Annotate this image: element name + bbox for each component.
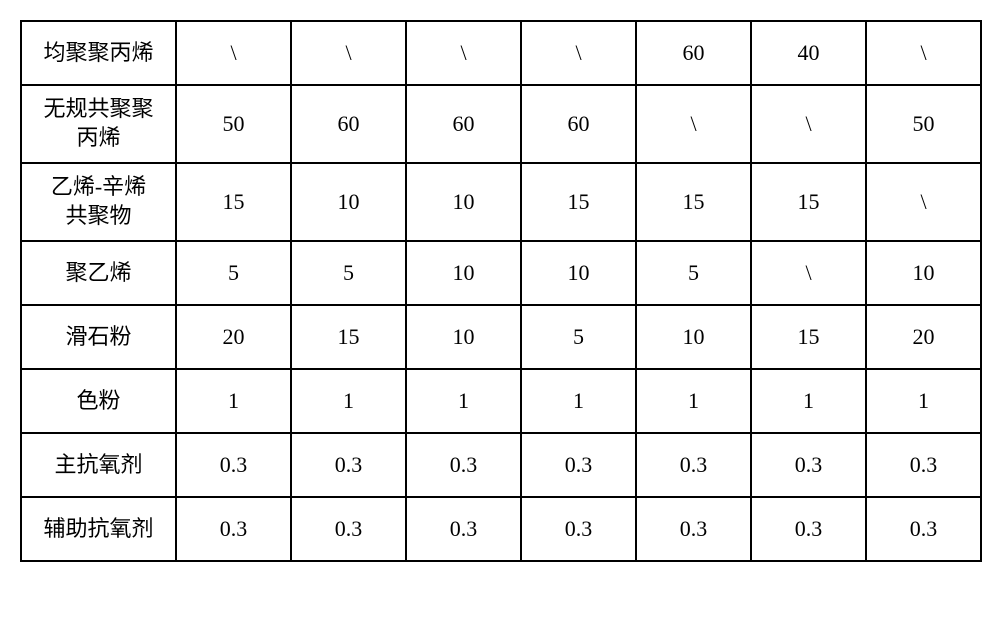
table-cell: 10	[291, 163, 406, 241]
table-cell: 0.3	[406, 433, 521, 497]
table-cell: \	[406, 21, 521, 85]
table-cell: 0.3	[521, 497, 636, 561]
row-label: 均聚聚丙烯	[21, 21, 176, 85]
table-cell: 0.3	[291, 433, 406, 497]
table-cell: 10	[521, 241, 636, 305]
table-row: 辅助抗氧剂 0.3 0.3 0.3 0.3 0.3 0.3 0.3	[21, 497, 981, 561]
table-cell: 20	[176, 305, 291, 369]
table-cell: \	[176, 21, 291, 85]
table-body: 均聚聚丙烯 \ \ \ \ 60 40 \ 无规共聚聚丙烯 50 60 60 6…	[21, 21, 981, 561]
table-cell: 5	[636, 241, 751, 305]
table-cell: 50	[866, 85, 981, 163]
table-cell: 15	[291, 305, 406, 369]
table-cell: 0.3	[521, 433, 636, 497]
table-row: 乙烯-辛烯共聚物 15 10 10 15 15 15 \	[21, 163, 981, 241]
table-cell: 20	[866, 305, 981, 369]
table-cell: 1	[521, 369, 636, 433]
table-row: 聚乙烯 5 5 10 10 5 \ 10	[21, 241, 981, 305]
row-label: 辅助抗氧剂	[21, 497, 176, 561]
row-label: 乙烯-辛烯共聚物	[21, 163, 176, 241]
row-label: 聚乙烯	[21, 241, 176, 305]
composition-table: 均聚聚丙烯 \ \ \ \ 60 40 \ 无规共聚聚丙烯 50 60 60 6…	[20, 20, 982, 562]
table-cell: 5	[176, 241, 291, 305]
table-cell: 60	[406, 85, 521, 163]
table-cell: 0.3	[636, 433, 751, 497]
table-cell: 0.3	[291, 497, 406, 561]
table-cell: 1	[751, 369, 866, 433]
table-row: 均聚聚丙烯 \ \ \ \ 60 40 \	[21, 21, 981, 85]
table-cell: 10	[406, 241, 521, 305]
table-cell: 15	[521, 163, 636, 241]
table-cell: 10	[866, 241, 981, 305]
table-cell: \	[521, 21, 636, 85]
table-cell: 5	[291, 241, 406, 305]
table-cell: \	[751, 85, 866, 163]
table-cell: 50	[176, 85, 291, 163]
table-cell: 0.3	[751, 433, 866, 497]
table-row: 无规共聚聚丙烯 50 60 60 60 \ \ 50	[21, 85, 981, 163]
table-cell: 0.3	[176, 497, 291, 561]
table-row: 主抗氧剂 0.3 0.3 0.3 0.3 0.3 0.3 0.3	[21, 433, 981, 497]
composition-table-wrapper: 均聚聚丙烯 \ \ \ \ 60 40 \ 无规共聚聚丙烯 50 60 60 6…	[20, 20, 980, 562]
table-cell: 1	[291, 369, 406, 433]
table-cell: \	[291, 21, 406, 85]
table-cell: 0.3	[636, 497, 751, 561]
table-cell: \	[866, 163, 981, 241]
table-cell: 10	[406, 305, 521, 369]
table-cell: 60	[521, 85, 636, 163]
row-label: 主抗氧剂	[21, 433, 176, 497]
table-cell: 15	[636, 163, 751, 241]
table-cell: 40	[751, 21, 866, 85]
table-cell: 15	[176, 163, 291, 241]
table-cell: 1	[636, 369, 751, 433]
row-label: 滑石粉	[21, 305, 176, 369]
table-cell: \	[636, 85, 751, 163]
row-label: 色粉	[21, 369, 176, 433]
table-cell: 5	[521, 305, 636, 369]
table-row: 滑石粉 20 15 10 5 10 15 20	[21, 305, 981, 369]
table-cell: 0.3	[406, 497, 521, 561]
table-row: 色粉 1 1 1 1 1 1 1	[21, 369, 981, 433]
table-cell: 0.3	[866, 433, 981, 497]
table-cell: 0.3	[751, 497, 866, 561]
table-cell: \	[751, 241, 866, 305]
table-cell: 60	[291, 85, 406, 163]
table-cell: 60	[636, 21, 751, 85]
table-cell: 0.3	[176, 433, 291, 497]
table-cell: 0.3	[866, 497, 981, 561]
table-cell: 15	[751, 163, 866, 241]
table-cell: 15	[751, 305, 866, 369]
table-cell: 1	[406, 369, 521, 433]
table-cell: 1	[176, 369, 291, 433]
table-cell: 10	[406, 163, 521, 241]
table-cell: 1	[866, 369, 981, 433]
table-cell: 10	[636, 305, 751, 369]
table-cell: \	[866, 21, 981, 85]
row-label: 无规共聚聚丙烯	[21, 85, 176, 163]
